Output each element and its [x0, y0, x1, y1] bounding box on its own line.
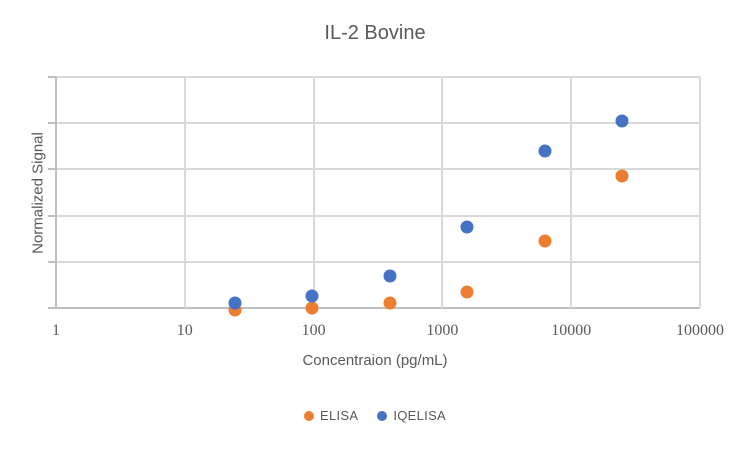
chart-title: IL-2 Bovine: [324, 22, 426, 44]
x-tick-label: 10000: [551, 322, 592, 339]
gridline-vertical: [183, 77, 186, 308]
data-point-elisa: [460, 285, 474, 299]
gridline-vertical: [441, 77, 444, 308]
legend-marker-iqelisa-icon: [377, 410, 388, 421]
x-tick-label: 1: [52, 322, 60, 339]
gridline-horizontal: [56, 214, 700, 217]
y-axis-tick: [48, 214, 56, 217]
data-point-iqelisa: [305, 289, 319, 303]
legend-label-elisa: ELISA: [319, 408, 359, 423]
data-point-iqelisa: [460, 220, 474, 234]
data-point-iqelisa: [538, 144, 552, 158]
x-tick-label: 10: [176, 322, 193, 339]
plot-area: [48, 76, 701, 317]
legend-item-elisa: ELISA: [303, 408, 359, 423]
x-tick-label: 1000: [426, 322, 459, 339]
y-axis-title: Normalized Signal: [29, 132, 47, 254]
y-axis-tick: [48, 76, 56, 78]
x-tick-label: 100: [301, 322, 326, 339]
y-axis-line: [55, 77, 57, 308]
x-tick-label: 100000: [676, 322, 724, 339]
legend-marker-elisa-icon: [303, 410, 314, 421]
data-point-elisa: [305, 301, 319, 315]
gridline-horizontal: [56, 260, 700, 263]
data-point-elisa: [538, 234, 552, 248]
legend-label-iqelisa: IQELISA: [393, 408, 447, 423]
gridline-horizontal: [56, 76, 700, 78]
chart-legend: ELISA IQELISA: [0, 408, 750, 423]
gridline-horizontal: [56, 122, 700, 125]
y-axis-tick: [48, 168, 56, 171]
legend-item-iqelisa: IQELISA: [377, 408, 446, 423]
gridline-horizontal: [56, 168, 700, 171]
y-axis-tick: [48, 260, 56, 263]
y-axis-tick: [48, 122, 56, 125]
gridline-vertical: [570, 77, 573, 308]
data-point-iqelisa: [383, 269, 397, 283]
gridline-vertical: [312, 77, 315, 308]
data-point-iqelisa: [228, 296, 242, 310]
data-point-elisa: [383, 296, 397, 310]
data-point-elisa: [615, 169, 629, 183]
x-axis-title: Concentraion (pg/mL): [302, 352, 448, 369]
gridline-vertical: [699, 77, 701, 308]
y-axis-tick: [48, 307, 56, 309]
data-point-iqelisa: [615, 114, 629, 128]
x-axis-line: [56, 307, 700, 309]
